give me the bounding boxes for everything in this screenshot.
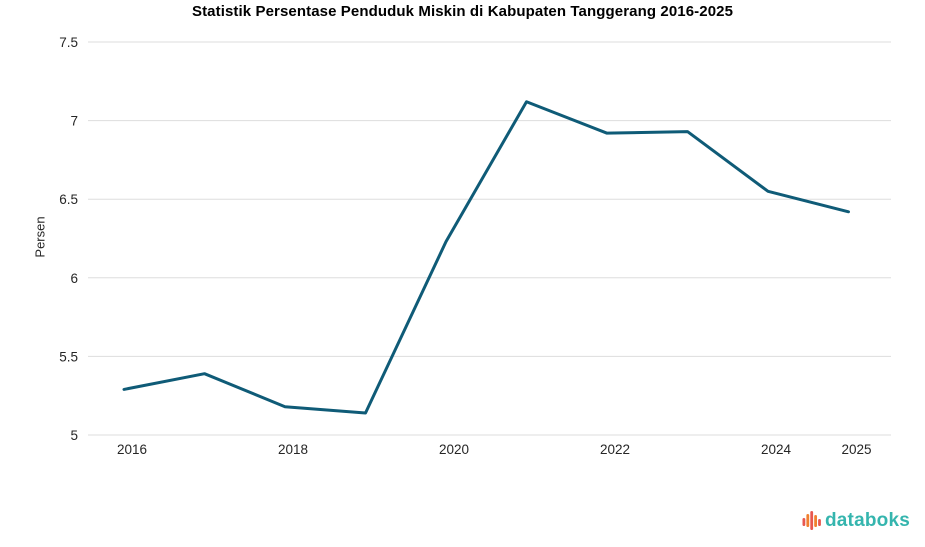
y-tick-label: 5.5: [59, 349, 78, 364]
databoks-bars-icon: [802, 511, 821, 530]
y-tick-label: 6: [70, 271, 78, 286]
y-tick-label: 6.5: [59, 192, 78, 207]
databoks-logo-text: databoks: [824, 510, 910, 531]
databoks-logo: databoks: [802, 508, 910, 534]
y-tick-label: 7: [70, 114, 78, 129]
y-tick-label: 5: [70, 428, 78, 443]
y-tick-label: 7.5: [59, 35, 78, 50]
x-tick-label: 2020: [439, 442, 469, 457]
chart-title: Statistik Persentase Penduduk Miskin di …: [191, 3, 734, 20]
x-tick-label: 2022: [600, 442, 630, 457]
x-tick-label: 2018: [278, 442, 308, 457]
logo-bar: [810, 511, 814, 530]
data-line: [122, 100, 850, 415]
logo-bar: [814, 515, 817, 527]
logo-bar: [806, 514, 810, 527]
x-tick-label: 2024: [761, 442, 792, 457]
logo-bar: [818, 519, 821, 526]
logo-bar: [802, 518, 806, 526]
x-tick-label: 2016: [117, 442, 147, 457]
x-tick-label: 2025: [841, 442, 871, 457]
